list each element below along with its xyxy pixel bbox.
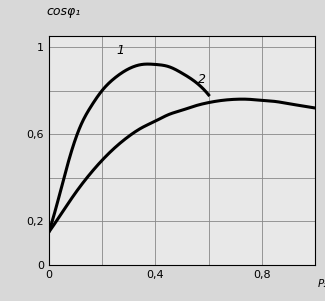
- Text: cosφ₁: cosφ₁: [46, 5, 80, 18]
- Text: 2: 2: [198, 73, 206, 86]
- Text: P₂/Pном: P₂/Pном: [318, 279, 325, 289]
- Text: 1: 1: [117, 44, 125, 57]
